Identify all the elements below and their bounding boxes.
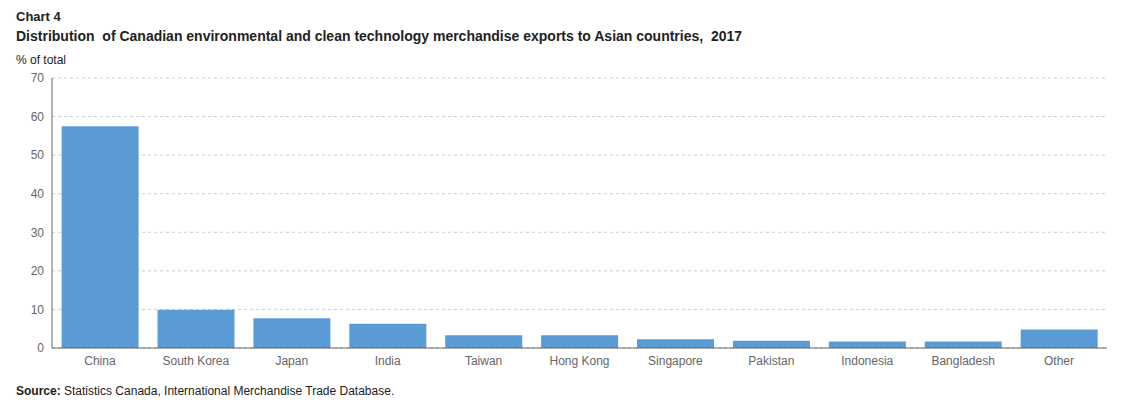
svg-text:Indonesia: Indonesia — [841, 354, 893, 368]
svg-text:10: 10 — [31, 303, 45, 317]
html-text:% of total: % of total — [16, 53, 66, 67]
svg-text:China: China — [84, 354, 116, 368]
svg-text:Bangladesh: Bangladesh — [931, 354, 994, 368]
svg-text:20: 20 — [31, 264, 45, 278]
svg-text:India: India — [375, 354, 401, 368]
html-text:Source: Statistics Canada, Int: Source: Statistics Canada, International… — [16, 384, 395, 398]
svg-text:50: 50 — [31, 148, 45, 162]
svg-text:Pakistan: Pakistan — [748, 354, 794, 368]
svg-text:Taiwan: Taiwan — [465, 354, 502, 368]
svg-text:Singapore: Singapore — [648, 354, 703, 368]
svg-text:Other: Other — [1044, 354, 1074, 368]
svg-text:60: 60 — [31, 110, 45, 124]
svg-text:30: 30 — [31, 226, 45, 240]
html-text:Distribution of Canadian envir: Distribution of Canadian environmental a… — [16, 28, 743, 44]
svg-text:40: 40 — [31, 187, 45, 201]
svg-text:Hong Kong: Hong Kong — [549, 354, 609, 368]
svg-text:0: 0 — [37, 341, 44, 355]
svg-text:South Korea: South Korea — [163, 354, 230, 368]
svg-text:70: 70 — [31, 71, 45, 85]
html-text:Chart 4: Chart 4 — [16, 9, 61, 24]
svg-text:Japan: Japan — [275, 354, 308, 368]
